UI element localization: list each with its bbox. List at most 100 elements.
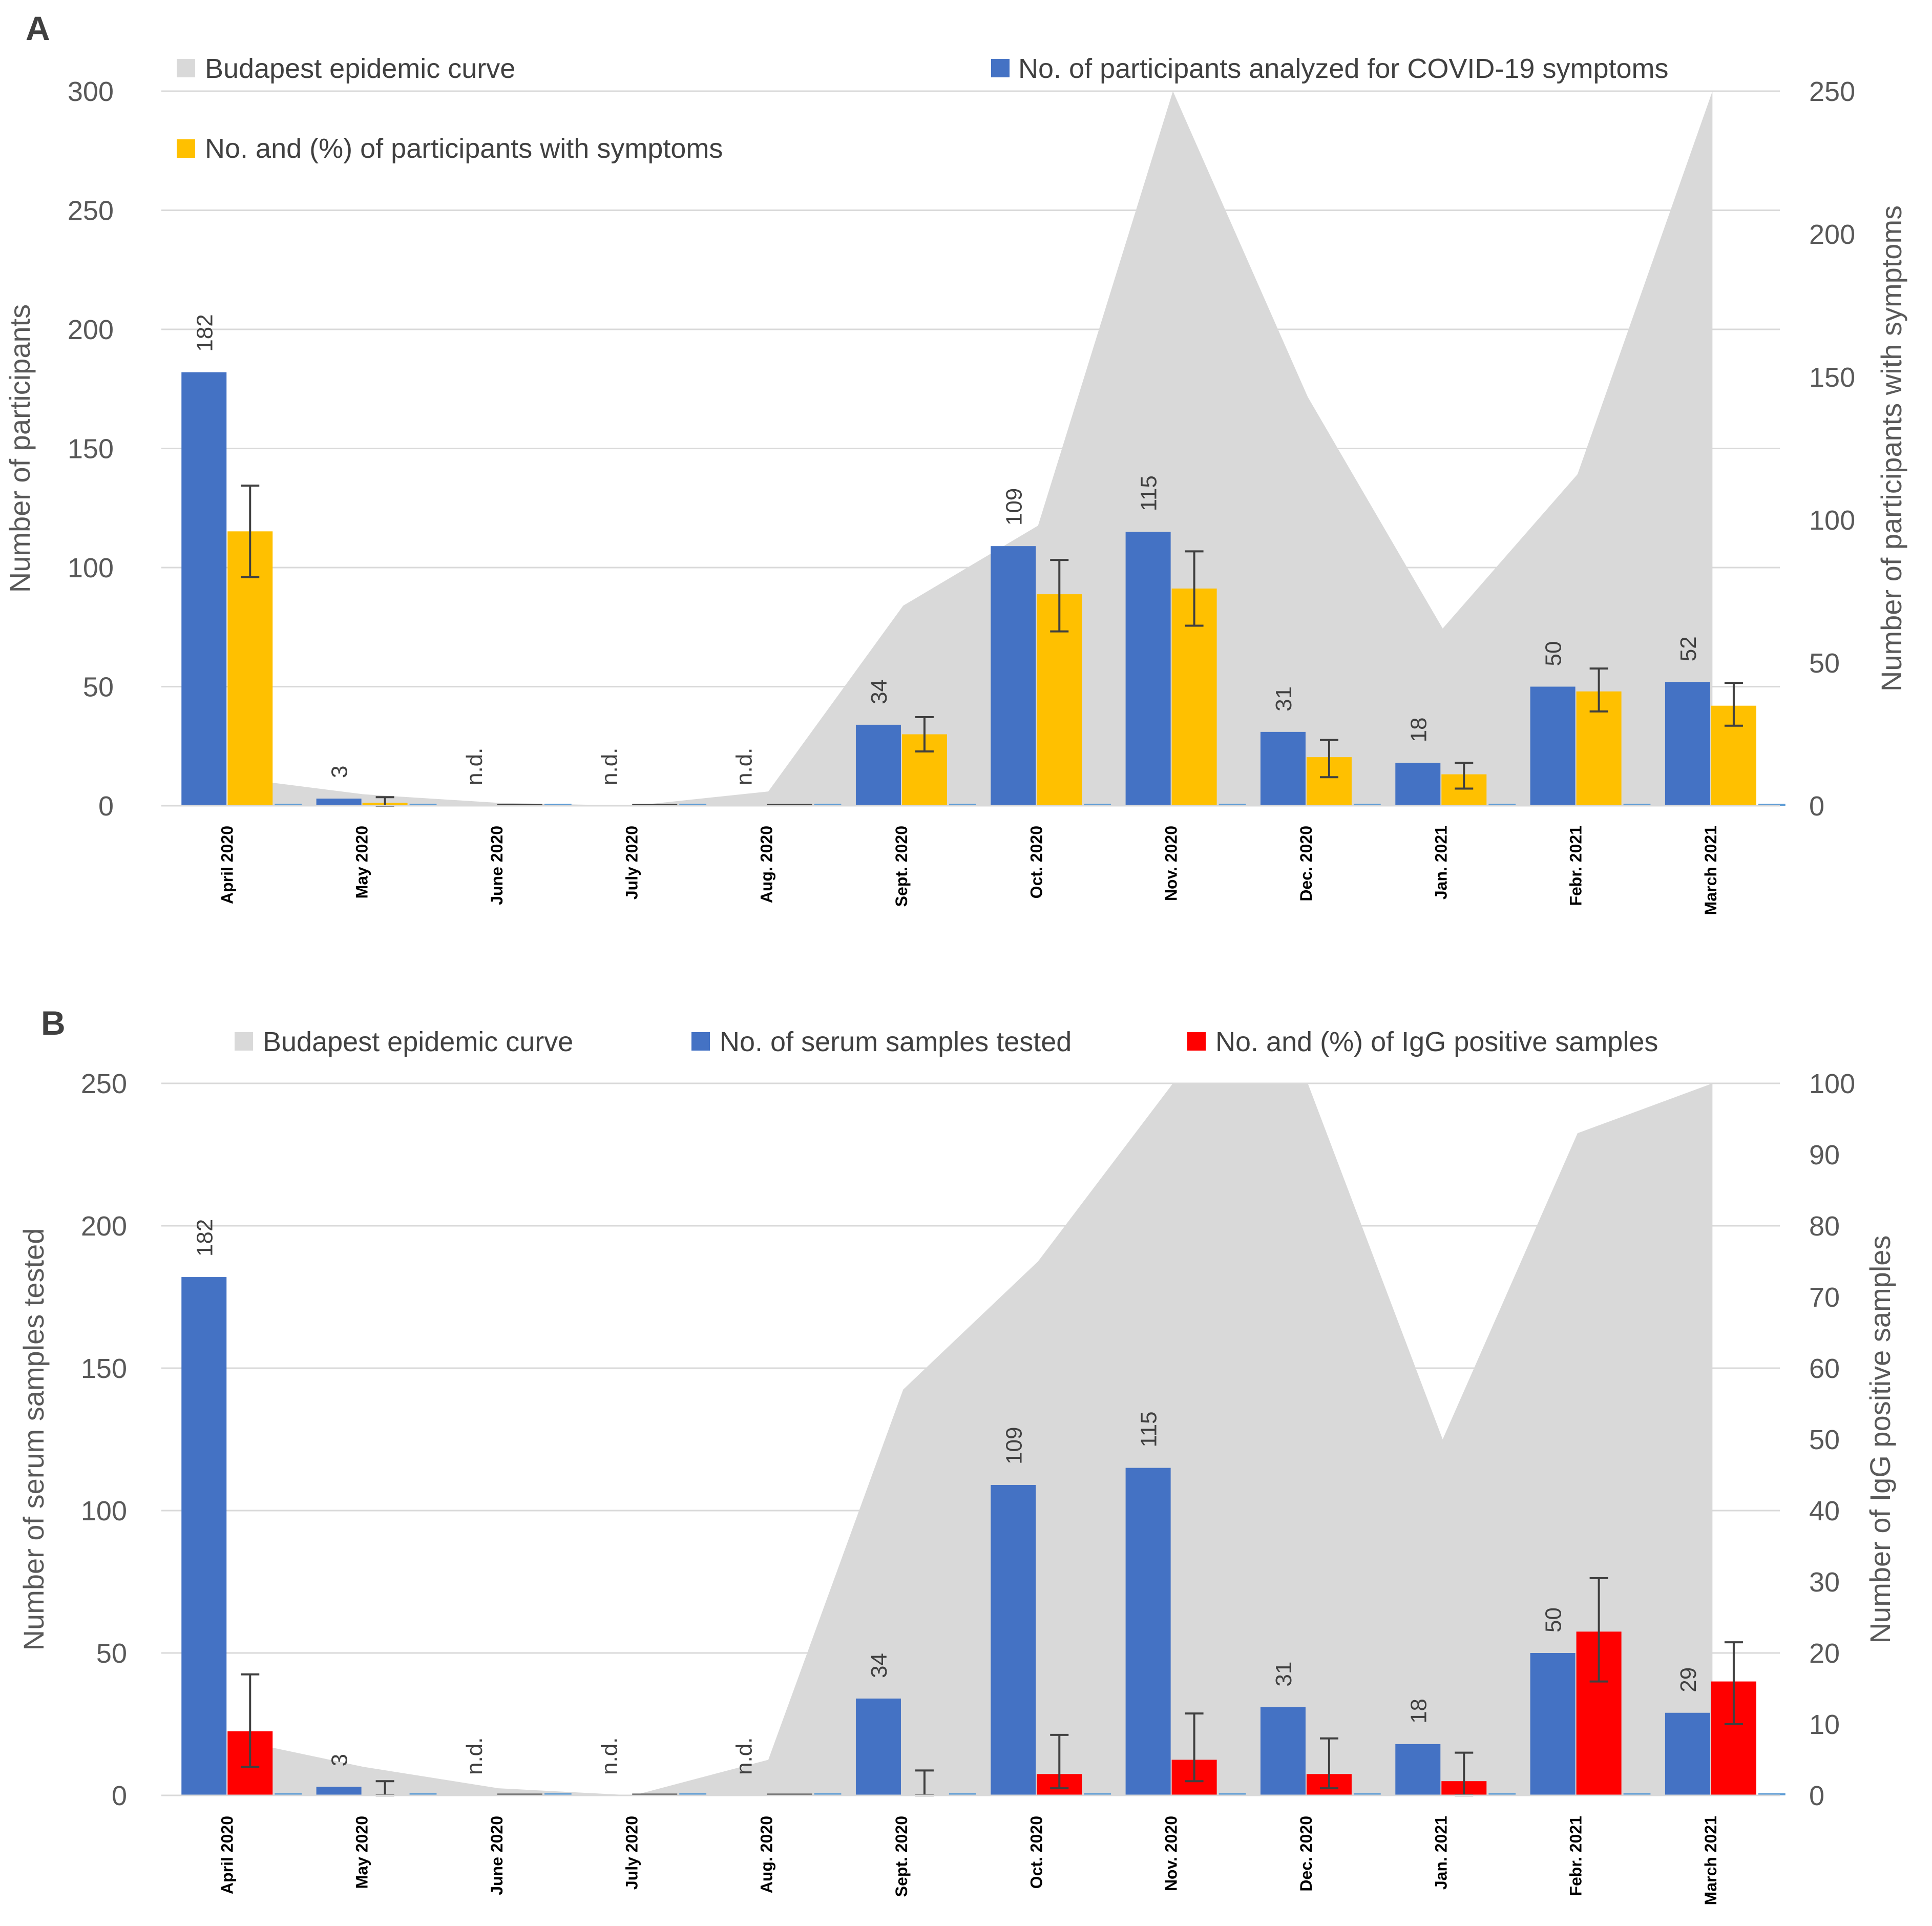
panel-a-month-labels: April 2020 May 2020 June 2020 July 2020 Aug.… <box>218 826 1720 915</box>
primary-bar <box>1665 682 1710 806</box>
panel-b-error-bars <box>241 1577 1743 1796</box>
panel-b-epidemic-area <box>228 1083 1713 1795</box>
data-label: 3 <box>327 1754 352 1766</box>
data-label: 115 <box>1137 475 1162 511</box>
primary-bar <box>1260 1707 1306 1795</box>
month-label: July 2020 <box>622 1816 641 1890</box>
error-bar <box>1185 1712 1204 1783</box>
small-bar <box>1758 804 1786 806</box>
error-bar <box>1050 559 1069 633</box>
data-label: 50 <box>1541 641 1566 666</box>
month-label: Jan. 2021 <box>1432 1816 1450 1890</box>
small-bar <box>1758 1793 1786 1795</box>
month-label: Oct. 2020 <box>1027 826 1045 898</box>
primary-bar <box>181 1277 227 1795</box>
panel-b-month-labels: April 2020 May 2020 June 2020 July 2020 Aug.… <box>218 1816 1720 1905</box>
y-tick-label: 150 <box>81 1353 127 1384</box>
error-bar <box>1724 1641 1743 1725</box>
primary-bar <box>855 724 901 806</box>
month-label: March 2021 <box>1702 1816 1720 1905</box>
small-bar <box>1353 1793 1381 1795</box>
y2-tick-label: 100 <box>1809 505 1855 536</box>
legend-secondary-swatch <box>177 139 195 158</box>
small-bar <box>1353 804 1381 806</box>
y2-tick-label: 100 <box>1809 1069 1855 1099</box>
panel-a-secondary-bars <box>227 531 1756 806</box>
error-bar <box>1589 1577 1608 1683</box>
y-tick-label: 200 <box>68 315 114 345</box>
y-tick-label: 50 <box>83 672 114 703</box>
primary-bar <box>1125 532 1171 806</box>
panel-a-letter: A <box>26 9 50 47</box>
month-label: Febr. 2021 <box>1567 826 1585 906</box>
data-label: 182 <box>192 314 217 351</box>
error-bar <box>1050 1733 1069 1790</box>
data-label: 109 <box>1001 488 1026 526</box>
data-label: 3 <box>327 766 352 778</box>
small-bar <box>814 1793 842 1795</box>
error-bar <box>915 716 934 752</box>
month-label: April 2020 <box>218 826 236 904</box>
month-label: Sept. 2020 <box>892 1816 911 1897</box>
month-label: June 2020 <box>488 1816 506 1895</box>
y2-tick-label: 10 <box>1809 1709 1840 1740</box>
data-label: n.d. <box>597 748 622 785</box>
y2-tick-label: 90 <box>1809 1140 1840 1170</box>
panel-a-error-bars <box>241 485 1743 807</box>
y-tick-label: 250 <box>68 196 114 226</box>
panel-b: B Budapest epidemic curve No. of serum s… <box>17 1004 1896 1905</box>
y2-tick-label: 150 <box>1809 362 1855 393</box>
month-label: Dec. 2020 <box>1297 1816 1315 1892</box>
data-label: 50 <box>1541 1607 1566 1632</box>
panel-a-epidemic-area <box>228 91 1713 806</box>
month-label: Sept. 2020 <box>892 826 911 907</box>
error-bar <box>1455 762 1474 790</box>
legend-b-secondary-label: No. and (%) of IgG positive samples <box>1215 1027 1658 1057</box>
small-bar <box>679 1793 707 1795</box>
y-tick-label: 0 <box>112 1781 127 1811</box>
panel-b-y2-axis-title: Number of IgG positive samples <box>1864 1236 1896 1644</box>
panel-a-data-labels: 182 3 n.d. n.d. n.d. 34 109 115 31 18 50 52 <box>192 314 1701 785</box>
panel-a-y-ticks: 0 50 100 150 200 250 300 <box>68 76 114 822</box>
panel-b-data-labels: 182 3 n.d. n.d. n.d. 34 109 115 31 18 50 29 <box>192 1219 1701 1775</box>
panel-a: A Budapest epidemic curve No. of partici… <box>4 9 1907 915</box>
month-label: April 2020 <box>218 1816 236 1894</box>
primary-bar <box>1125 1468 1171 1795</box>
y-tick-label: 150 <box>68 434 114 465</box>
y-tick-label: 100 <box>68 553 114 583</box>
data-label: 34 <box>867 679 892 704</box>
primary-bar <box>991 1484 1036 1795</box>
data-label: 52 <box>1676 636 1701 661</box>
month-label: Nov. 2020 <box>1162 826 1181 901</box>
data-label: n.d. <box>462 748 487 785</box>
y2-tick-label: 0 <box>1809 1781 1824 1811</box>
month-label: July 2020 <box>622 826 641 899</box>
y-tick-label: 250 <box>81 1069 127 1099</box>
data-label: 109 <box>1001 1427 1026 1464</box>
data-label: 34 <box>867 1653 892 1678</box>
y-tick-label: 200 <box>81 1211 127 1242</box>
month-label: Aug. 2020 <box>758 1816 776 1893</box>
legend-b-secondary-swatch <box>1187 1032 1206 1051</box>
data-label: 31 <box>1271 1662 1296 1687</box>
panel-b-primary-bars <box>181 1277 1710 1795</box>
data-label: n.d. <box>732 1737 757 1775</box>
month-label: Febr. 2021 <box>1567 1816 1585 1896</box>
data-label: n.d. <box>732 748 757 785</box>
y2-tick-label: 250 <box>1809 76 1855 107</box>
primary-bar <box>855 1698 901 1795</box>
primary-bar <box>316 799 362 806</box>
small-bar <box>1219 804 1246 806</box>
data-label: 182 <box>192 1219 217 1257</box>
small-bar <box>1084 804 1111 806</box>
y2-tick-label: 80 <box>1809 1211 1840 1242</box>
primary-bar <box>316 1787 362 1795</box>
data-label: 18 <box>1406 717 1431 742</box>
legend-b-primary-label: No. of serum samples tested <box>720 1027 1072 1057</box>
panel-a-y2-ticks: 0 50 100 150 200 250 <box>1809 76 1855 822</box>
month-label: Nov. 2020 <box>1162 1816 1181 1891</box>
panel-b-letter: B <box>41 1004 66 1042</box>
y2-tick-label: 30 <box>1809 1567 1840 1598</box>
primary-bar <box>1530 1653 1576 1795</box>
